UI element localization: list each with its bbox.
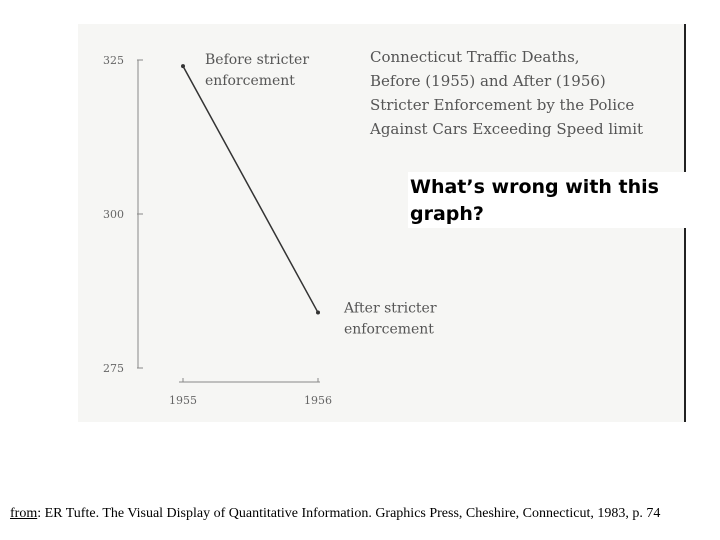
y-tick-label: 275 [103, 362, 124, 375]
chart-title-line: Connecticut Traffic Deaths, [370, 48, 580, 66]
data-point [316, 310, 320, 315]
x-tick-label: 1955 [169, 394, 197, 407]
data-point [181, 64, 185, 69]
point-annotation: enforcement [344, 322, 434, 338]
chart-axes: 325 300 275 1955 1956 [103, 54, 332, 407]
chart-title-line: Before (1955) and After (1956) [370, 72, 606, 90]
x-tick-label: 1956 [304, 394, 332, 407]
citation-text: : ER Tufte. The Visual Display of Quanti… [37, 506, 661, 521]
chart-title-line: Stricter Enforcement by the Police [370, 96, 634, 114]
series-line [182, 65, 319, 313]
point-annotation: After stricter [343, 301, 437, 317]
y-tick-label: 300 [103, 208, 124, 221]
question-line-1: What’s wrong with this [410, 176, 659, 198]
chart-labels: Before stricter enforcement After stricter… [205, 48, 643, 338]
y-tick-label: 325 [103, 54, 124, 67]
point-annotation: Before stricter [205, 52, 309, 68]
chart-marks [181, 64, 320, 315]
question-line-2: graph? [410, 203, 484, 225]
point-annotation: enforcement [205, 73, 295, 89]
citation-from: from [10, 506, 38, 521]
question-callout: What’s wrong with this graph? [408, 172, 686, 228]
chart-title-line: Against Cars Exceeding Speed limit [369, 120, 643, 138]
chart: 325 300 275 1955 1956 Before stricter enforce… [103, 48, 643, 407]
citation: from: ER Tufte. The Visual Display of Qu… [10, 504, 700, 523]
